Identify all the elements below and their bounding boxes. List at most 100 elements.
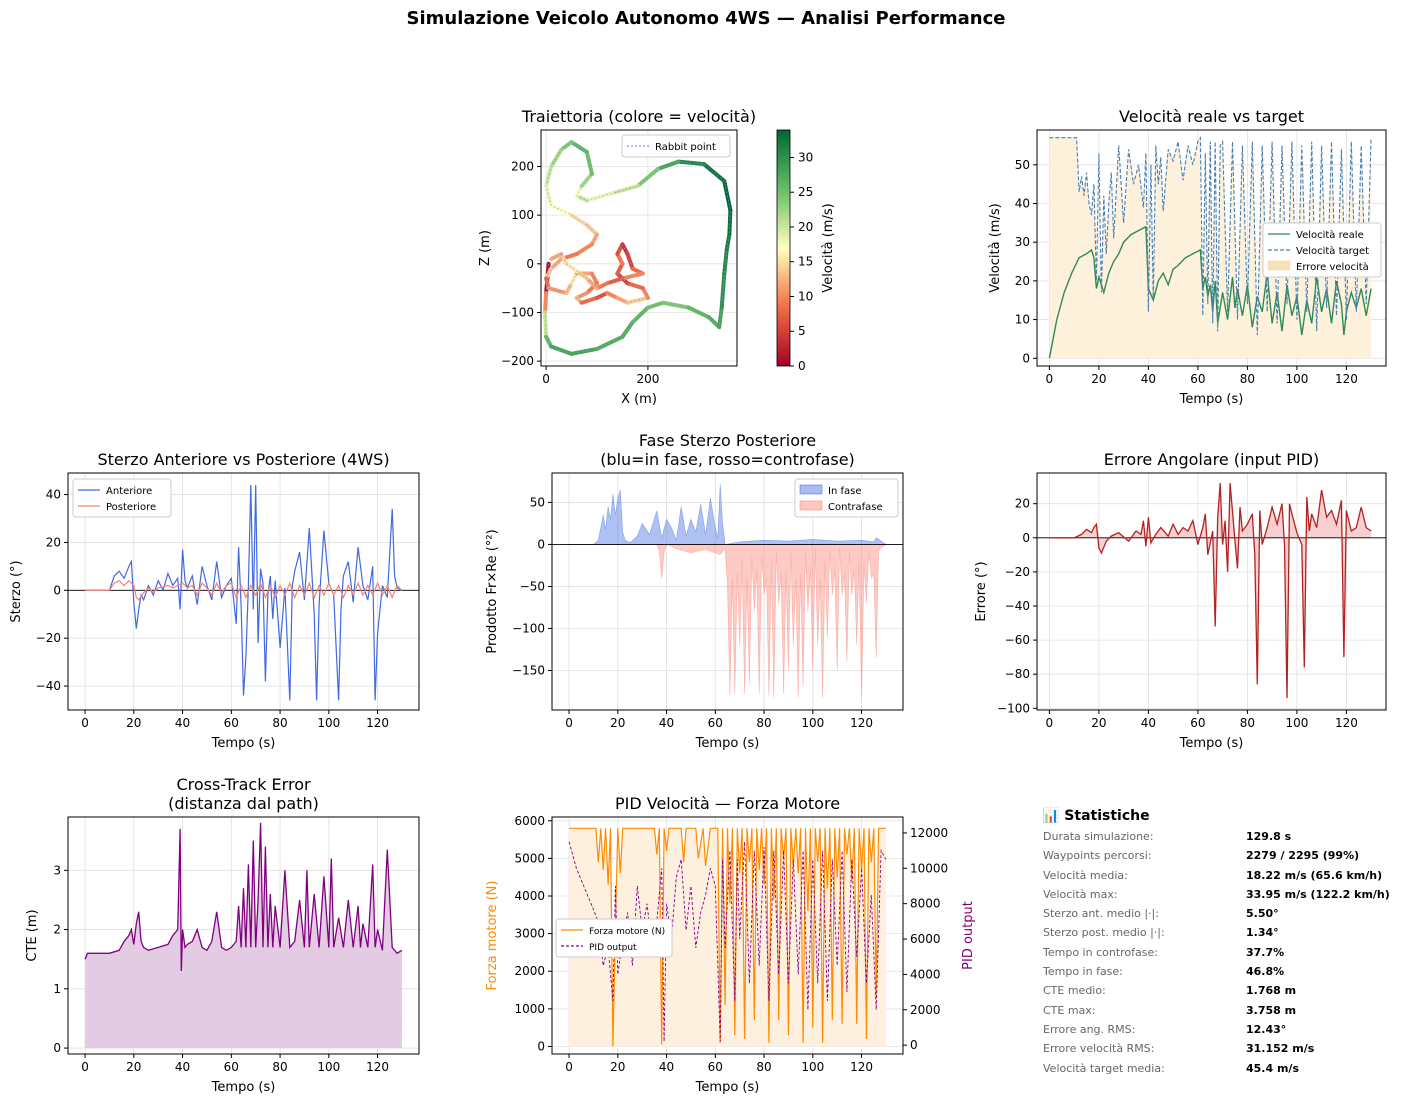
x-tick-label: 20 xyxy=(126,716,141,730)
stat-value: 33.95 m/s (122.2 km/h) xyxy=(1246,887,1390,901)
legend-label: Errore velocità xyxy=(1296,261,1369,273)
stat-value: 31.152 m/s xyxy=(1246,1042,1315,1056)
trajectory-segment xyxy=(574,269,589,281)
x-tick-label: 100 xyxy=(317,716,340,730)
stat-row: CTE max: 3.758 m xyxy=(1030,1004,1410,1023)
y-tick-label: 6000 xyxy=(514,814,545,828)
x-tick-label: 120 xyxy=(850,1060,873,1074)
trajectory-segment xyxy=(549,344,574,356)
stat-label: Errore velocità RMS: xyxy=(1043,1042,1155,1056)
y-axis-label: Errore (°) xyxy=(974,561,989,621)
legend-label: In fase xyxy=(828,486,861,497)
x-tick-label: 0 xyxy=(1046,716,1054,730)
y-tick-label: 20 xyxy=(1015,497,1030,511)
figure-title: Simulazione Veicolo Autonomo 4WS — Anali… xyxy=(407,8,1006,29)
chart-title: Errore Angolare (input PID) xyxy=(1104,450,1319,469)
legend-label: Anteriore xyxy=(106,486,152,497)
stat-value: 1.34° xyxy=(1246,926,1279,940)
y-tick-label: 5000 xyxy=(514,851,545,865)
x-tick-label: 80 xyxy=(756,1060,771,1074)
trajectory-segment xyxy=(719,271,727,310)
y2-tick-label: 0 xyxy=(910,1038,918,1052)
series-line-cte xyxy=(84,822,403,972)
x-tick-label: 80 xyxy=(1240,372,1255,386)
colorbar-tick-label: 30 xyxy=(798,150,813,164)
trajectory-segment xyxy=(559,140,574,152)
y-tick-label: 20 xyxy=(46,535,61,549)
x-tick-label: 80 xyxy=(272,716,287,730)
y-tick-label: −60 xyxy=(1005,633,1030,647)
y-tick-label: −20 xyxy=(1005,565,1030,579)
legend-label: Velocità reale xyxy=(1296,229,1364,241)
legend-box xyxy=(621,134,731,158)
stat-row: Waypoints percorsi: 2279 / 2295 (99%) xyxy=(1030,849,1410,868)
x-tick-label: 0 xyxy=(565,716,573,730)
stat-row: Velocità media: 18.22 m/s (65.6 km/h) xyxy=(1030,869,1410,888)
statistics-panel: 📊 Statistiche Durata simulazione: 129.8 s… xyxy=(1030,808,1410,1081)
x-tick-label: 60 xyxy=(1190,372,1205,386)
colorbar xyxy=(776,129,791,367)
statistics-title: 📊 Statistiche xyxy=(1042,808,1150,824)
chart-panel-5: 0 20 40 60 80 100 120 0 1 2 3 Tempo (s) CTE (m) Cross… xyxy=(25,775,420,1095)
y-tick-label: −50 xyxy=(520,579,545,593)
stat-value: 37.7% xyxy=(1246,945,1285,959)
x-tick-label: 120 xyxy=(366,1060,389,1074)
y2-tick-label: 12000 xyxy=(910,826,948,840)
x-tick-label: 60 xyxy=(708,716,723,730)
y-tick-label: −80 xyxy=(1005,667,1030,681)
y-tick-label: 1000 xyxy=(514,1002,545,1016)
y-tick-label: 40 xyxy=(46,488,61,502)
stat-row: Sterzo post. medio |·|: 1.34° xyxy=(1030,926,1410,945)
plot-frame xyxy=(540,129,738,367)
x-axis-label: Tempo (s) xyxy=(1179,736,1244,751)
stat-value: 1.768 m xyxy=(1246,984,1297,998)
x-tick-label: 0 xyxy=(1046,372,1054,386)
x-axis-label: X (m) xyxy=(621,392,657,407)
stat-label: Durata simulazione: xyxy=(1043,830,1154,843)
stat-label: Tempo in fase: xyxy=(1043,965,1123,979)
x-tick-label: 100 xyxy=(1285,716,1308,730)
stat-value: 2279 / 2295 (99%) xyxy=(1246,849,1360,863)
x-tick-label: 0 xyxy=(81,716,89,730)
y-tick-label: 200 xyxy=(511,159,534,173)
y-tick-label: 50 xyxy=(1015,158,1030,172)
y-axis-label: CTE (m) xyxy=(25,909,40,961)
stat-label: Velocità target media: xyxy=(1043,1061,1165,1075)
stat-label: Errore ang. RMS: xyxy=(1043,1022,1136,1036)
colorbar-tick-label: 10 xyxy=(798,289,813,303)
stat-value: 46.8% xyxy=(1246,965,1285,979)
stat-row: Tempo in fase: 46.8% xyxy=(1030,965,1410,984)
x-tick-label: 40 xyxy=(659,1060,674,1074)
chart-panel-4: 0 20 40 60 80 100 120 −100 −80 −60 −40 −20 0 20 Tempo … xyxy=(974,450,1387,751)
stat-value: 18.22 m/s (65.6 km/h) xyxy=(1246,868,1383,882)
stat-row: CTE medio: 1.768 m xyxy=(1030,984,1410,1003)
legend-label: Posteriore xyxy=(106,502,156,513)
y-axis-label: Forza motore (N) xyxy=(485,881,500,991)
x-tick-label: 20 xyxy=(1091,372,1106,386)
stat-label: Velocità max: xyxy=(1043,887,1118,901)
y-tick-label: 30 xyxy=(1015,235,1030,249)
legend-box xyxy=(555,918,673,958)
x-tick-label: 20 xyxy=(126,1060,141,1074)
plot-frame xyxy=(551,472,904,711)
plot-area xyxy=(68,484,419,701)
stat-value: 3.758 m xyxy=(1246,1003,1297,1017)
y-axis-label: Z (m) xyxy=(478,230,493,266)
x-tick-label: 80 xyxy=(272,1060,287,1074)
plot-area xyxy=(1037,483,1386,699)
x-tick-label: 60 xyxy=(224,716,239,730)
x-tick-label: 40 xyxy=(659,716,674,730)
y-tick-label: 0 xyxy=(53,583,61,597)
y-tick-label: 20 xyxy=(1015,274,1030,288)
colorbar-tick-label: 15 xyxy=(798,255,813,269)
legend-box xyxy=(794,478,899,518)
x-tick-label: 20 xyxy=(610,716,625,730)
y-axis-label: Prodotto Fr×Re (°²) xyxy=(485,529,500,653)
colorbar-label: Velocità (m/s) xyxy=(821,203,836,292)
x-tick-label: 120 xyxy=(1335,372,1358,386)
colorbar-tick-label: 0 xyxy=(798,359,806,373)
trajectory-segment xyxy=(584,149,594,176)
x-axis-label: Tempo (s) xyxy=(695,1080,760,1095)
trajectory-segment xyxy=(564,261,579,274)
